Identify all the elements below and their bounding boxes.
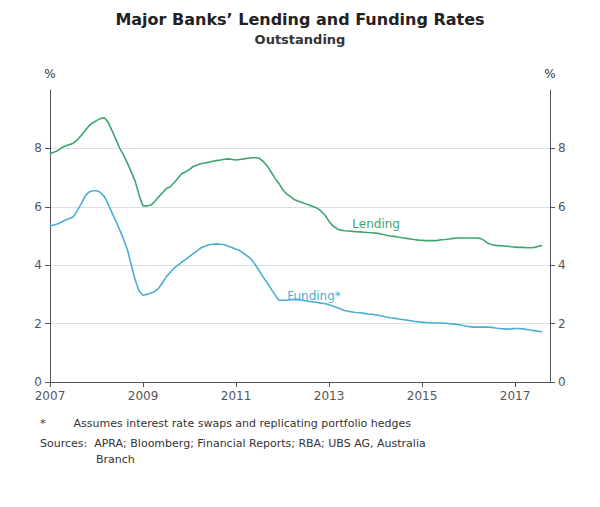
svg-text:Lending: Lending xyxy=(352,217,400,231)
svg-text:%: % xyxy=(544,67,555,81)
svg-text:0: 0 xyxy=(34,375,42,389)
svg-text:Branch: Branch xyxy=(96,453,135,466)
svg-text:6: 6 xyxy=(558,200,566,214)
svg-text:Sources: APRA; Bloomberg; Fin: Sources: APRA; Bloomberg; Financial Repo… xyxy=(40,437,426,450)
svg-text:2011: 2011 xyxy=(221,389,252,403)
svg-text:2017: 2017 xyxy=(500,389,531,403)
svg-text:4: 4 xyxy=(34,258,42,272)
svg-text:2007: 2007 xyxy=(35,389,66,403)
svg-text:4: 4 xyxy=(558,258,566,272)
svg-text:8: 8 xyxy=(558,141,566,155)
svg-text:2: 2 xyxy=(34,317,42,331)
svg-text:8: 8 xyxy=(34,141,42,155)
svg-text:0: 0 xyxy=(558,375,566,389)
svg-text:%: % xyxy=(44,67,55,81)
svg-text:6: 6 xyxy=(34,200,42,214)
svg-text:2013: 2013 xyxy=(314,389,345,403)
svg-text:2009: 2009 xyxy=(128,389,159,403)
svg-text:Outstanding: Outstanding xyxy=(255,32,346,47)
svg-text:2015: 2015 xyxy=(407,389,438,403)
svg-text:* Assumes interest rate: * Assumes interest rate swaps and replic… xyxy=(40,417,411,430)
svg-text:Funding*: Funding* xyxy=(287,289,341,303)
svg-text:Major Banks’ Lending and Fundi: Major Banks’ Lending and Funding Rates xyxy=(115,10,484,29)
svg-text:2: 2 xyxy=(558,317,566,331)
